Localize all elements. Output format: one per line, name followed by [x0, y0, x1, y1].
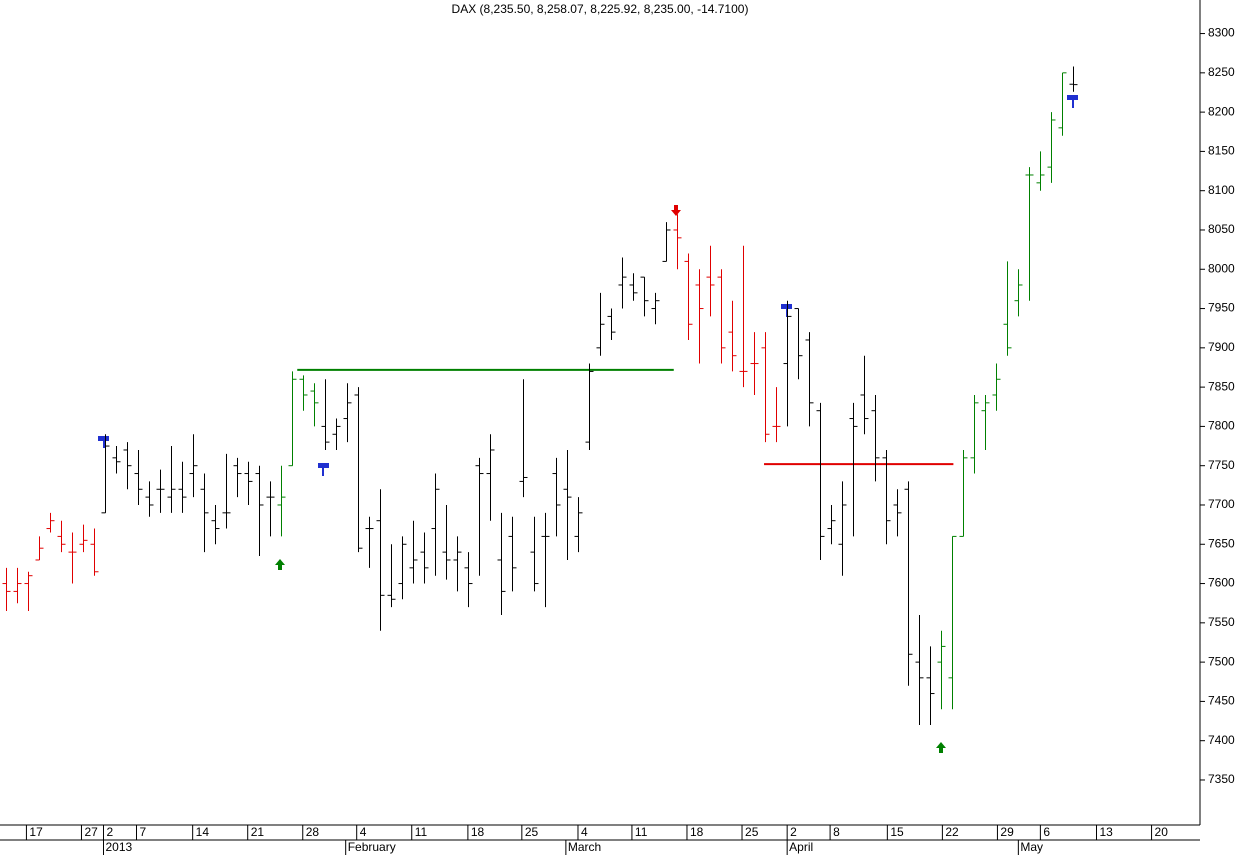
- y-tick-label: 7350: [1208, 772, 1235, 786]
- month-label: March: [568, 840, 601, 854]
- x-tick-label: 14: [196, 825, 210, 839]
- x-tick-label: 4: [360, 825, 367, 839]
- x-tick-label: 25: [745, 825, 759, 839]
- flag-icon: [98, 436, 109, 448]
- x-tick-label: 7: [140, 825, 147, 839]
- x-tick-label: 13: [1100, 825, 1114, 839]
- y-tick-label: 7400: [1208, 733, 1235, 747]
- x-tick-label: 20: [1155, 825, 1169, 839]
- x-tick-label: 27: [84, 825, 98, 839]
- y-tick-label: 8150: [1208, 144, 1235, 158]
- y-tick-label: 7500: [1208, 654, 1235, 668]
- x-tick-label: 25: [525, 825, 539, 839]
- month-label: April: [789, 840, 813, 854]
- x-tick-label: 21: [251, 825, 265, 839]
- month-label: 2013: [105, 840, 132, 854]
- x-tick-label: 18: [690, 825, 704, 839]
- x-tick-label: 11: [415, 825, 428, 839]
- y-tick-label: 7950: [1208, 301, 1235, 315]
- x-tick-label: 18: [471, 825, 485, 839]
- y-tick-label: 7650: [1208, 536, 1235, 550]
- x-tick-label: 4: [581, 825, 588, 839]
- sell-arrow: [671, 205, 681, 216]
- buy-arrow: [275, 559, 285, 570]
- y-tick-label: 8050: [1208, 222, 1235, 236]
- x-tick-label: 15: [890, 825, 904, 839]
- y-tick-label: 7850: [1208, 379, 1235, 393]
- y-tick-label: 7800: [1208, 419, 1235, 433]
- y-tick-label: 8300: [1208, 26, 1235, 40]
- x-tick-label: 11: [635, 825, 648, 839]
- x-tick-label: 6: [1043, 825, 1050, 839]
- flag-icon: [1067, 95, 1078, 108]
- y-tick-label: 8200: [1208, 104, 1235, 118]
- buy-arrow: [936, 742, 946, 753]
- x-tick-label: 2: [790, 825, 797, 839]
- y-tick-label: 7600: [1208, 576, 1235, 590]
- y-tick-label: 8250: [1208, 65, 1235, 79]
- x-tick-label: 29: [1000, 825, 1014, 839]
- x-tick-label: 28: [306, 825, 320, 839]
- chart-title: DAX (8,235.50, 8,258.07, 8,225.92, 8,235…: [452, 2, 749, 16]
- y-tick-label: 7550: [1208, 615, 1235, 629]
- month-label: February: [348, 840, 396, 854]
- y-tick-label: 8100: [1208, 183, 1235, 197]
- x-tick-label: 2: [106, 825, 113, 839]
- x-tick-label: 8: [833, 825, 840, 839]
- x-tick-label: 17: [29, 825, 43, 839]
- x-tick-label: 22: [945, 825, 959, 839]
- y-tick-label: 7900: [1208, 340, 1235, 354]
- month-label: May: [1020, 840, 1043, 854]
- y-tick-label: 7450: [1208, 694, 1235, 708]
- y-tick-label: 8000: [1208, 261, 1235, 275]
- y-tick-label: 7700: [1208, 497, 1235, 511]
- flag-icon: [318, 463, 329, 476]
- y-tick-label: 7750: [1208, 458, 1235, 472]
